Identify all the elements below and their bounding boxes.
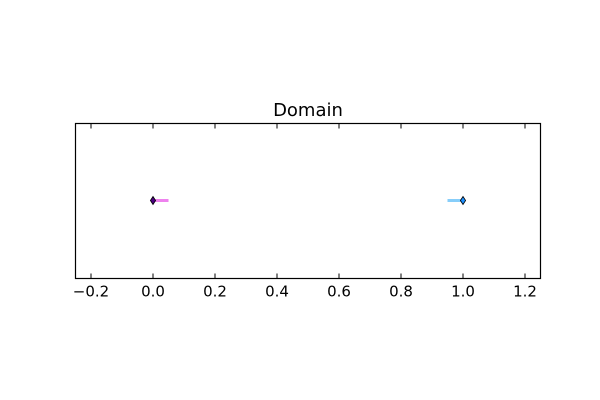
x-tick-label: 0.4: [265, 283, 289, 301]
x-tick-label: 1.0: [451, 283, 475, 301]
x-tick-label: 0.6: [327, 283, 351, 301]
series-1-point: [459, 195, 467, 206]
x-tick-label: −0.2: [73, 283, 109, 301]
x-tick-label: 0.2: [203, 283, 227, 301]
x-tick-label: 1.2: [513, 283, 537, 301]
x-tick-label: 0.8: [389, 283, 413, 301]
x-tick-label: 0.0: [141, 283, 165, 301]
series-0-point: [149, 195, 157, 206]
x-axis: −0.2 0.0 0.2 0.4 0.6 0.8 1.0 1.2: [73, 123, 537, 301]
data-series: [149, 195, 467, 206]
plot-area-frame: [74, 122, 542, 280]
chart-title: Domain: [273, 100, 343, 121]
